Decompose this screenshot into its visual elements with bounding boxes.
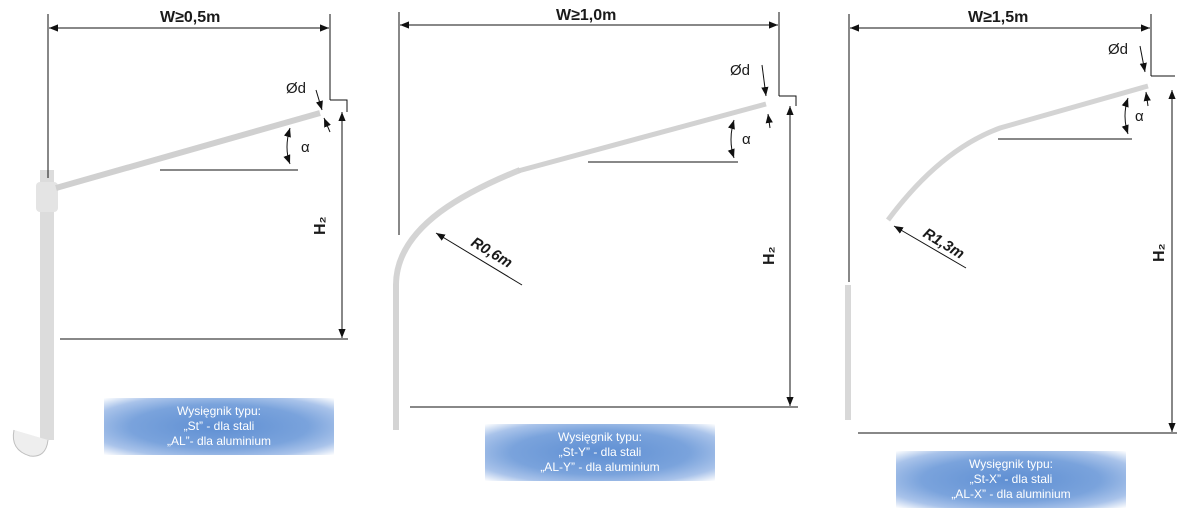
- lamp-outline: [330, 99, 348, 112]
- caption-line: „AL”- dla aluminium: [166, 434, 272, 448]
- angle-arc: [1121, 97, 1129, 135]
- radius-label: R1,3m: [920, 225, 967, 263]
- diameter-label: Ød: [286, 80, 306, 97]
- width-label: W≥0,5m: [160, 9, 220, 26]
- caption-line: „St” - dla stali: [183, 419, 255, 433]
- radius-label: R0,6m: [468, 234, 515, 272]
- arm: [517, 101, 767, 174]
- width-label: W≥1,0m: [556, 7, 616, 24]
- panel-st-y: W≥1,0m Ød α R0,6m H₂: [393, 7, 798, 430]
- pole-joint: [36, 182, 58, 212]
- pole-base: [12, 429, 49, 457]
- diameter-arrow-2: [323, 117, 331, 133]
- radius-arrow: [435, 232, 523, 286]
- diameter-arrow-2: [1143, 91, 1151, 107]
- diameter-arrow: [1139, 45, 1147, 73]
- height-label: H₂: [1151, 243, 1168, 262]
- panel-st-x: W≥1,5m Ød α R1,3m H₂: [845, 9, 1177, 434]
- caption-line: Wysięgnik typu:: [177, 404, 261, 418]
- caption-line: Wysięgnik typu:: [558, 430, 642, 444]
- pole: [393, 167, 522, 430]
- angle-label: α: [1135, 108, 1144, 125]
- panel-st: W≥0,5m Ød α H₂: [12, 9, 348, 457]
- caption-line: „St-Y” - dla stali: [558, 445, 642, 459]
- caption-st-y: Wysięgnik typu: „St-Y” - dla stali „AL-Y…: [485, 424, 715, 481]
- angle-label: α: [301, 139, 310, 156]
- caption-line: „AL-X” - dla aluminium: [951, 487, 1071, 501]
- height-label: H₂: [761, 246, 778, 265]
- caption-st-x: Wysięgnik typu: „St-X” - dla stali „AL-X…: [896, 451, 1126, 508]
- caption-line: „St-X” - dla stali: [969, 472, 1053, 486]
- diameter-arrow-2: [765, 113, 773, 129]
- caption-line: „AL-Y” - dla aluminium: [540, 460, 660, 474]
- pole: [40, 170, 54, 440]
- angle-label: α: [742, 131, 751, 148]
- arm-curve: [885, 83, 1149, 222]
- angle-arc: [727, 119, 735, 159]
- lamp-outline: [779, 95, 797, 106]
- angle-arc: [283, 127, 291, 165]
- diameter-label: Ød: [730, 62, 750, 79]
- caption-st: Wysięgnik typu: „St” - dla stali „AL”- d…: [104, 398, 334, 455]
- caption-line: Wysięgnik typu:: [969, 457, 1053, 471]
- radius-arrow: [893, 225, 967, 269]
- diameter-arrow: [315, 89, 323, 111]
- diameter-label: Ød: [1108, 41, 1128, 58]
- height-label: H₂: [312, 216, 329, 235]
- width-label: W≥1,5m: [968, 9, 1028, 26]
- diameter-arrow: [761, 64, 769, 97]
- arm: [55, 110, 321, 191]
